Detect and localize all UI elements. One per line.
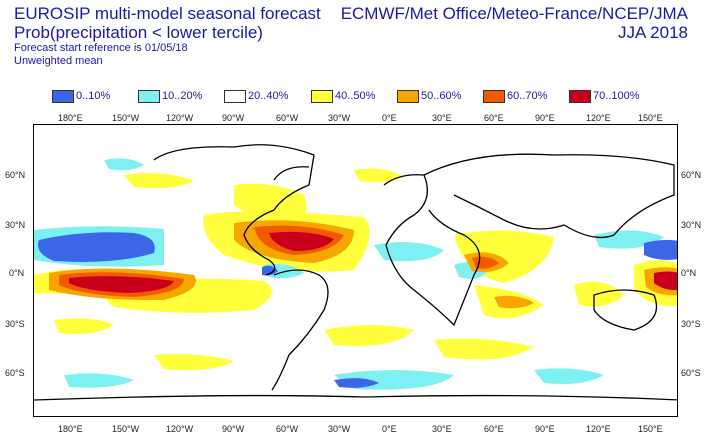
- lat-tick-label: 30°S: [681, 319, 701, 329]
- legend-label: 60..70%: [507, 90, 548, 102]
- lon-tick-label: 150°E: [638, 424, 663, 434]
- legend-label: 70..100%: [593, 90, 640, 102]
- lat-tick-label: 60°S: [5, 368, 25, 378]
- lon-tick-label: 0°E: [382, 424, 397, 434]
- forecast-reference: Forecast start reference is 01/05/18: [14, 42, 188, 54]
- legend-item: 50..60%: [397, 88, 461, 104]
- eurasia-coast: [423, 153, 675, 239]
- legend-swatch: [483, 89, 505, 103]
- legend-swatch: [138, 89, 160, 103]
- lat-tick-label: 0°N: [9, 268, 25, 278]
- lon-tick-label: 30°E: [432, 113, 452, 123]
- legend-item: 60..70%: [483, 88, 547, 104]
- lat-tick-label: 60°N: [5, 170, 26, 180]
- lon-tick-label: 90°W: [222, 424, 245, 434]
- lon-tick-label: 150°W: [112, 113, 140, 123]
- south-america-coast: [271, 269, 329, 391]
- legend-label: 20..40%: [248, 90, 289, 102]
- probability-map: [33, 124, 678, 417]
- lon-tick-label: 150°W: [112, 424, 140, 434]
- lon-tick-label: 120°E: [586, 424, 611, 434]
- antarctica-coast: [34, 394, 677, 401]
- centres-label: ECMWF/Met Office/Meteo-France/NCEP/JMA: [340, 4, 688, 23]
- weighting-note: Unweighted mean: [14, 55, 103, 67]
- header-right: ECMWF/Met Office/Meteo-France/NCEP/JMA J…: [341, 4, 688, 42]
- legend-label: 50..60%: [421, 90, 462, 102]
- legend-swatch: [311, 89, 333, 103]
- legend-swatch: [52, 89, 74, 103]
- lon-tick-label: 60°W: [276, 113, 299, 123]
- lon-tick-label: 180°E: [58, 424, 83, 434]
- africa-coast: [383, 174, 481, 327]
- lon-tick-label: 150°E: [638, 113, 663, 123]
- legend-swatch: [224, 89, 246, 103]
- lat-tick-label: 30°N: [681, 220, 702, 230]
- lon-tick-label: 60°E: [484, 113, 504, 123]
- lon-tick-label: 60°W: [276, 424, 299, 434]
- season-label: JJA 2018: [618, 23, 688, 42]
- north-america-coast: [153, 144, 315, 276]
- lon-tick-label: 30°W: [328, 424, 351, 434]
- lon-tick-label: 180°E: [58, 113, 83, 123]
- legend-swatch: [569, 89, 591, 103]
- lon-tick-label: 90°W: [222, 113, 245, 123]
- lon-tick-label: 90°E: [535, 424, 555, 434]
- lon-tick-label: 120°E: [586, 113, 611, 123]
- legend-label: 40..50%: [335, 90, 376, 102]
- coastlines: [34, 144, 677, 401]
- legend-item: 20..40%: [224, 88, 288, 104]
- legend-item: 40..50%: [311, 88, 375, 104]
- lat-tick-label: 0°N: [681, 268, 697, 278]
- lon-tick-label: 0°E: [382, 113, 397, 123]
- legend-swatch: [397, 89, 419, 103]
- legend-item: 0..10%: [52, 88, 110, 104]
- legend: 0..10% 10..20% 20..40% 40..50% 50..60% 6…: [0, 88, 706, 104]
- greenland-coast: [273, 166, 310, 181]
- lon-tick-label: 60°E: [484, 424, 504, 434]
- legend-item: 10..20%: [138, 88, 202, 104]
- lon-tick-label: 120°W: [166, 113, 194, 123]
- lat-tick-label: 30°S: [5, 319, 25, 329]
- lon-tick-label: 30°E: [432, 424, 452, 434]
- prob-70-100-layer: [69, 231, 677, 293]
- prob-0-10-layer: [38, 232, 677, 388]
- map-subtitle: Prob(precipitation < lower tercile): [14, 23, 263, 42]
- legend-label: 0..10%: [76, 90, 111, 102]
- legend-label: 10..20%: [162, 90, 203, 102]
- map-title: EUROSIP multi-model seasonal forecast: [14, 4, 321, 23]
- map-canvas: [34, 144, 677, 401]
- lon-tick-label: 30°W: [328, 113, 351, 123]
- lat-tick-label: 60°N: [681, 170, 702, 180]
- australia-coast: [593, 289, 658, 331]
- lon-tick-label: 120°W: [166, 424, 194, 434]
- lat-tick-label: 60°S: [681, 368, 701, 378]
- lat-tick-label: 30°N: [5, 220, 26, 230]
- header-left: EUROSIP multi-model seasonal forecast Pr…: [14, 4, 321, 68]
- lon-tick-label: 90°E: [535, 113, 555, 123]
- legend-item: 70..100%: [569, 88, 639, 104]
